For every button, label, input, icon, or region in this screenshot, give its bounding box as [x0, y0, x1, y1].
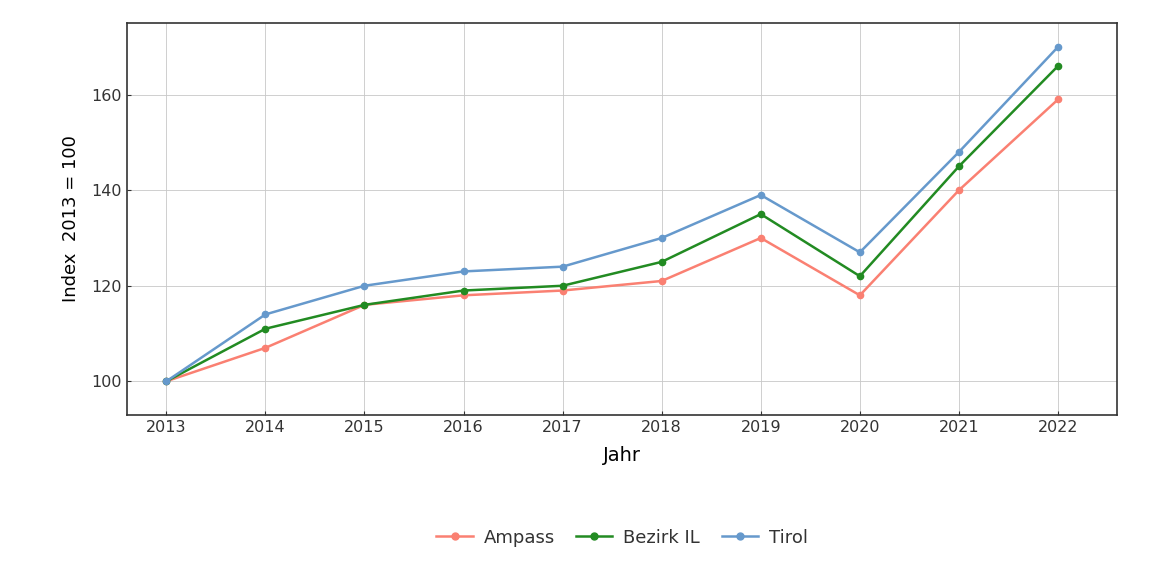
- Ampass: [654, 278, 668, 285]
- Legend: Ampass, Bezirk IL, Tirol: Ampass, Bezirk IL, Tirol: [430, 522, 814, 554]
- Ampass: [456, 292, 470, 299]
- Tirol: [753, 192, 767, 199]
- Line: Ampass: Ampass: [164, 96, 1061, 384]
- Ampass: [357, 301, 371, 308]
- Bezirk IL: [753, 211, 767, 218]
- Tirol: [654, 234, 668, 241]
- Line: Tirol: Tirol: [164, 44, 1061, 384]
- Bezirk IL: [852, 273, 866, 280]
- Tirol: [852, 249, 866, 256]
- Bezirk IL: [456, 287, 470, 294]
- Ampass: [159, 378, 173, 385]
- Tirol: [555, 263, 569, 270]
- Bezirk IL: [357, 301, 371, 308]
- Bezirk IL: [654, 259, 668, 266]
- Bezirk IL: [258, 325, 272, 332]
- Tirol: [258, 311, 272, 318]
- Tirol: [357, 282, 371, 289]
- Bezirk IL: [1051, 63, 1064, 70]
- Bezirk IL: [555, 282, 569, 289]
- Tirol: [1051, 43, 1064, 50]
- Line: Bezirk IL: Bezirk IL: [164, 63, 1061, 384]
- Ampass: [555, 287, 569, 294]
- Ampass: [852, 292, 866, 299]
- Ampass: [1051, 96, 1064, 103]
- X-axis label: Jahr: Jahr: [604, 446, 641, 465]
- Ampass: [258, 344, 272, 351]
- Tirol: [456, 268, 470, 275]
- Tirol: [159, 378, 173, 385]
- Y-axis label: Index  2013 = 100: Index 2013 = 100: [62, 135, 81, 302]
- Bezirk IL: [159, 378, 173, 385]
- Ampass: [952, 187, 965, 194]
- Ampass: [753, 234, 767, 241]
- Tirol: [952, 149, 965, 156]
- Bezirk IL: [952, 163, 965, 170]
